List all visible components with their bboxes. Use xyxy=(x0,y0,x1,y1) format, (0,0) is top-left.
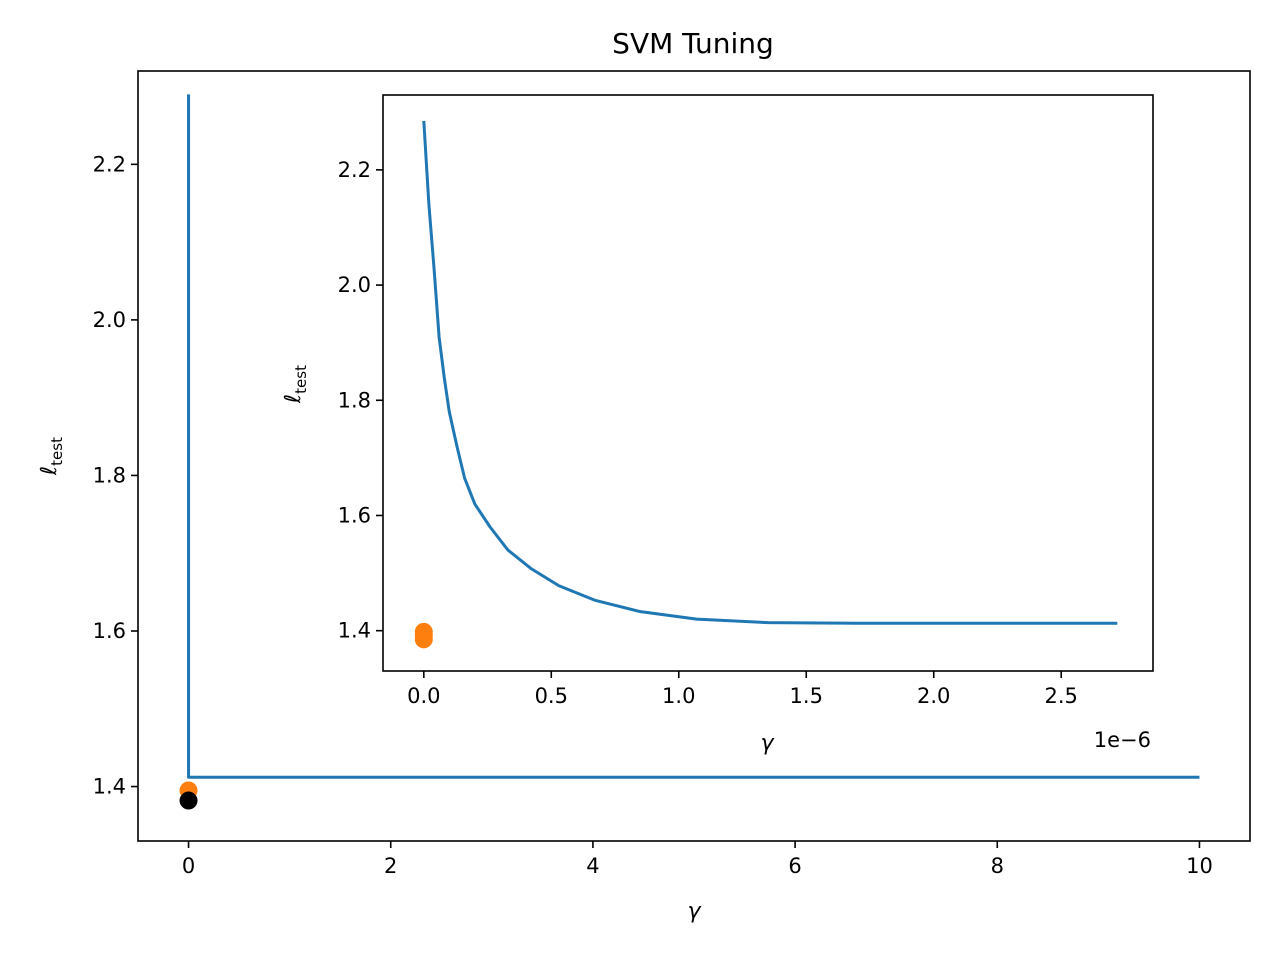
inset-series-line xyxy=(422,120,1118,625)
main-x-tick-label: 8 xyxy=(991,854,1004,878)
inset-x-tick-label: 1.0 xyxy=(662,684,695,708)
main-axes: 0 2 4 6 8 10 1.41.61.82.02.2 γ ℓtest xyxy=(37,70,1251,924)
main-x-tick-label: 10 xyxy=(1186,854,1213,878)
inset-plot-frame xyxy=(382,94,1154,672)
chart-title: SVM Tuning xyxy=(612,27,774,60)
main-y-tick-label: 1.4 xyxy=(93,775,126,799)
main-y-tick-label: 1.8 xyxy=(93,463,126,487)
inset-x-tick-label: 0.0 xyxy=(407,684,440,708)
inset-x-tick-label: 2.0 xyxy=(917,684,950,708)
main-y-tick-label: 2.2 xyxy=(93,152,126,176)
inset-y-tick-label: 1.4 xyxy=(338,619,371,643)
main-y-tick-label: 1.6 xyxy=(93,619,126,643)
main-series-group xyxy=(179,94,1200,810)
inset-y-axis-label-sub: test xyxy=(292,365,310,394)
inset-x-offset-text: 1e−6 xyxy=(1094,728,1151,752)
inset-y-tick-label: 1.6 xyxy=(338,503,371,527)
inset-series-group xyxy=(414,120,1118,649)
inset-y-tick-label: 2.0 xyxy=(338,273,371,297)
inset-x-tick-label: 2.5 xyxy=(1045,684,1078,708)
inset-x-tick-label: 1.5 xyxy=(790,684,823,708)
inset-y-ticks: 1.4 1.6 1.8 2.0 2.2 xyxy=(338,158,383,643)
main-x-axis-label: γ xyxy=(687,899,701,924)
main-plot-frame xyxy=(137,70,1251,842)
inset-y-axis-label-main: ℓ xyxy=(281,394,306,404)
inset-y-tick-label: 2.2 xyxy=(338,158,371,182)
main-y-axis-label-main: ℓ xyxy=(37,466,62,476)
main-y-ticks: 1.4 1.6 1.8 2.0 2.2 xyxy=(93,152,138,799)
main-y-tick-label: 2.0 xyxy=(93,308,126,332)
inset-x-axis-label: γ xyxy=(760,731,774,756)
main-y-axis-label: ℓtest xyxy=(37,437,66,476)
main-x-tick-label: 4 xyxy=(586,854,599,878)
inset-axes: 0.0 0.5 1.0 1.5 2.0 2.5 1.4 1.6 1.8 2.0 2.2 γ 1e−… xyxy=(281,94,1154,756)
main-x-tick-label: 2 xyxy=(384,854,397,878)
main-x-tick-label: 6 xyxy=(788,854,801,878)
main-series-line xyxy=(187,94,1200,779)
inset-x-ticks: 0.0 0.5 1.0 1.5 2.0 2.5 xyxy=(407,671,1078,708)
inset-y-tick-label: 1.8 xyxy=(338,388,371,412)
main-x-ticks: 0 2 4 6 8 10 xyxy=(182,841,1213,878)
main-y-axis-label-sub: test xyxy=(48,437,66,466)
inset-background xyxy=(383,95,1153,671)
main-x-tick-label: 0 xyxy=(182,854,195,878)
inset-point-2 xyxy=(414,630,433,649)
main-point-1 xyxy=(179,791,198,810)
inset-x-tick-label: 0.5 xyxy=(535,684,568,708)
inset-y-axis-label: ℓtest xyxy=(281,365,310,404)
